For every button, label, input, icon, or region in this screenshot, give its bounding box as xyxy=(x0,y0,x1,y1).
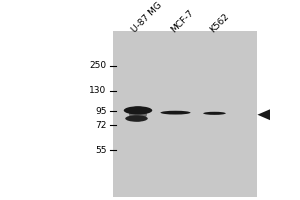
Ellipse shape xyxy=(160,111,190,115)
Ellipse shape xyxy=(125,115,148,122)
Ellipse shape xyxy=(129,106,147,122)
Ellipse shape xyxy=(203,112,226,115)
Text: U-87 MG: U-87 MG xyxy=(130,1,164,35)
Polygon shape xyxy=(257,109,270,120)
Bar xyxy=(112,31,256,197)
Text: 55: 55 xyxy=(95,146,106,155)
Text: 95: 95 xyxy=(95,107,106,116)
Text: K562: K562 xyxy=(208,12,231,35)
Text: 72: 72 xyxy=(95,121,106,130)
Ellipse shape xyxy=(124,106,152,115)
Text: 250: 250 xyxy=(89,61,106,70)
Text: MCF-7: MCF-7 xyxy=(169,8,195,35)
Text: 130: 130 xyxy=(89,86,106,95)
